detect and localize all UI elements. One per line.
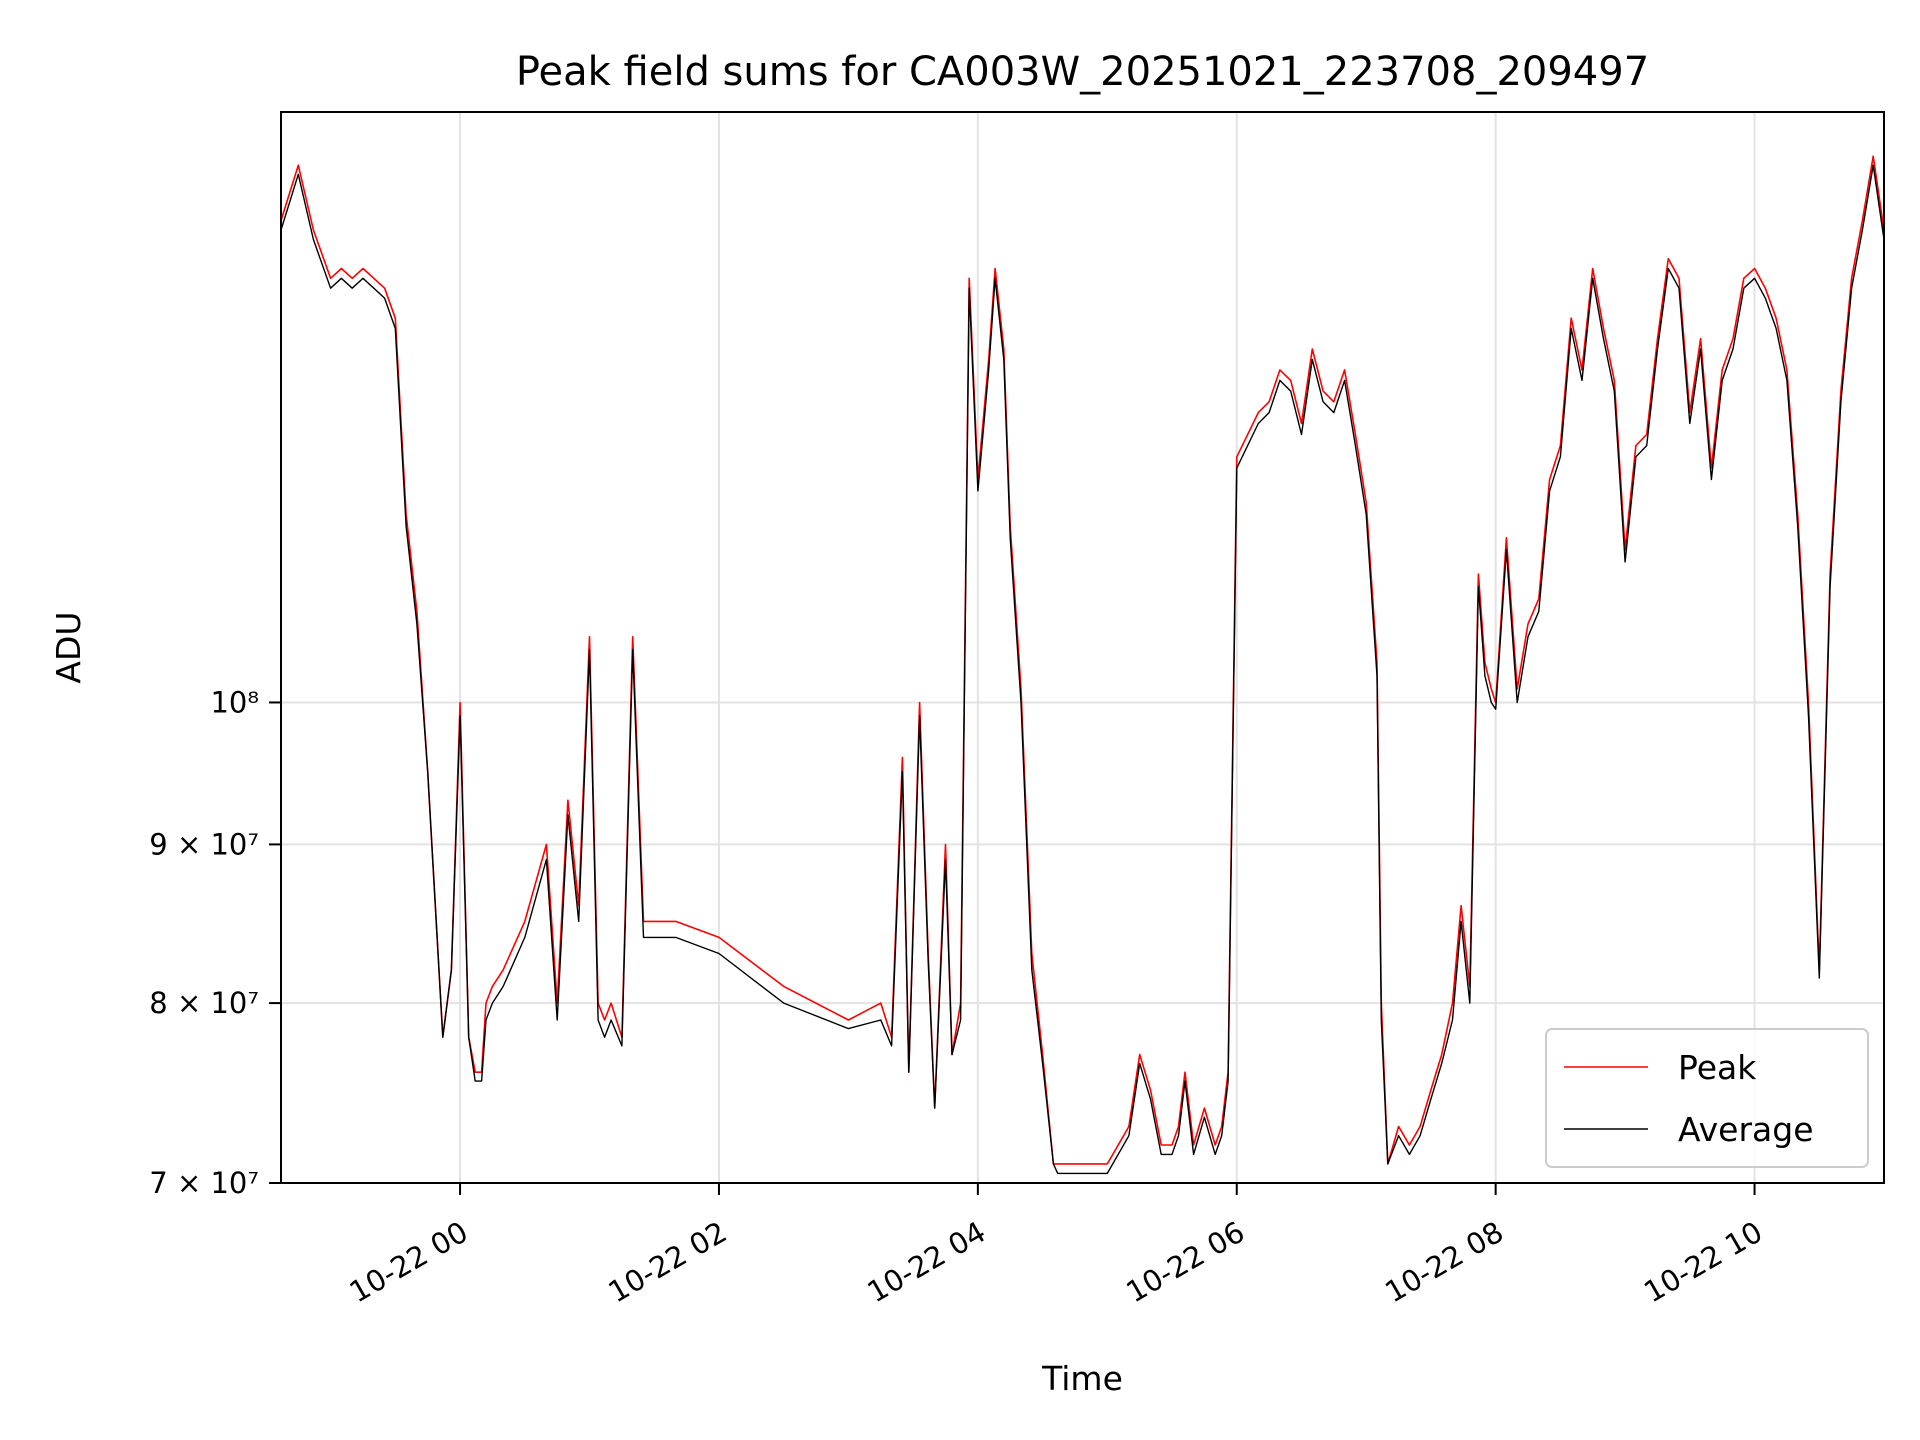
series-lines — [281, 155, 1884, 1175]
y-tick-label: 8 × 10⁷ — [149, 986, 259, 1020]
series-line-peak — [281, 155, 1884, 1165]
y-tick-label: 7 × 10⁷ — [149, 1166, 259, 1200]
legend-entry-average: Average — [1678, 1110, 1814, 1149]
series-line-average — [281, 164, 1884, 1175]
axes-frame — [280, 111, 1885, 1184]
legend: Peak Average — [1545, 1028, 1869, 1168]
x-axis-label: Time — [1041, 1359, 1123, 1398]
legend-box — [1545, 1028, 1869, 1168]
y-axis-label: ADU — [49, 611, 88, 683]
legend-entry-peak: Peak — [1678, 1048, 1757, 1087]
y-tick-label: 10⁸ — [210, 685, 259, 719]
chart-title: Peak field sums for CA003W_20251021_2237… — [516, 49, 1649, 95]
y-tick-label: 9 × 10⁷ — [149, 827, 259, 861]
